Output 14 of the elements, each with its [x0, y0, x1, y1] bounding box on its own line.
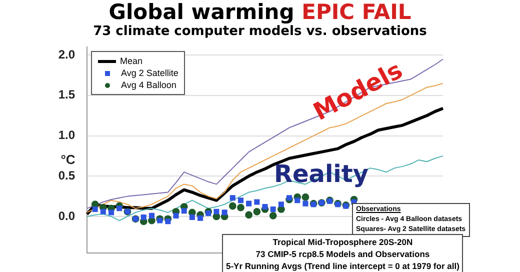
legend-label: Mean	[120, 56, 143, 66]
annotation: Tropical Mid-Troposphere 20S-20N	[272, 236, 414, 248]
annotation: 73 CMIP-5 rcp8.5 Models and Observations	[254, 248, 431, 260]
legend-label: Avg 4 Balloon	[121, 80, 176, 90]
y-axis-title: °C	[60, 152, 76, 168]
y-tick-label: 1.0	[58, 128, 76, 142]
text: 5-Yr Running Avgs (Trend line intercept = 0 at 1979 for all)	[226, 260, 460, 272]
y-tick-label: 1.5	[58, 88, 76, 102]
chart-title: Global warming EPIC FAIL	[108, 0, 412, 24]
y-tick-label: 0.0	[58, 208, 76, 223]
legend-label: Avg 2 Satellite	[121, 68, 178, 78]
y-tick-label: 2.0	[58, 47, 76, 62]
y-tick-label: 0.5	[58, 168, 76, 182]
chart-subtitle: 73 climate computer models vs. observations	[92, 24, 428, 39]
